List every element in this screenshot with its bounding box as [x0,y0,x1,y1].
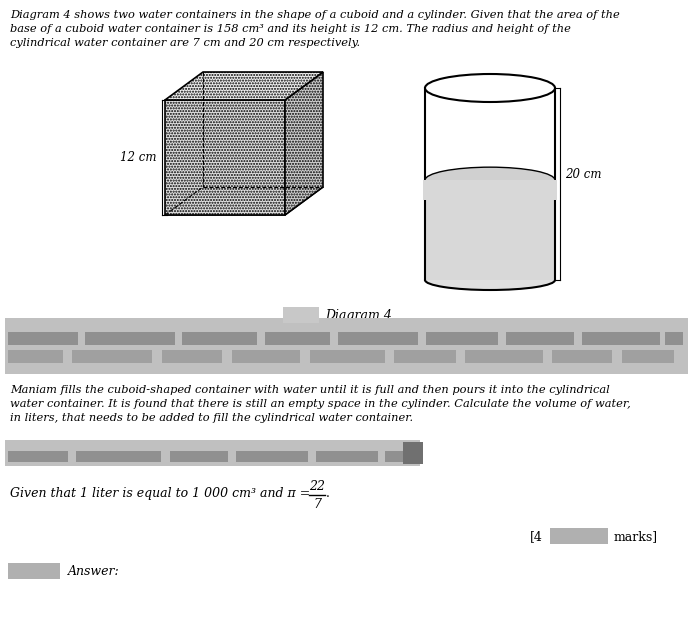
Text: 20 cm: 20 cm [565,167,601,181]
Text: Diagram 4 shows two water containers in the shape of a cuboid and a cylinder. Gi: Diagram 4 shows two water containers in … [10,10,620,20]
Bar [310,350,385,363]
Text: in liters, that needs to be added to fill the cylindrical water container.: in liters, that needs to be added to fil… [10,413,413,423]
Bar [426,332,498,345]
Text: Given that 1 liter is equal to 1 000 cm³ and π =: Given that 1 liter is equal to 1 000 cm³… [10,487,314,500]
Bar [8,451,68,462]
Bar [550,528,608,544]
Ellipse shape [425,167,555,193]
Bar [8,350,63,363]
Bar [582,332,660,345]
Bar [5,440,420,466]
Polygon shape [165,187,323,215]
Text: 7: 7 [313,497,321,510]
Text: 12 cm: 12 cm [120,151,157,164]
Bar [283,307,319,323]
Bar [72,350,152,363]
Bar [76,451,161,462]
Bar [8,332,78,345]
Polygon shape [425,180,555,280]
Bar [385,451,407,462]
Text: Diagram 4: Diagram 4 [325,309,392,322]
Bar [622,350,674,363]
Bar [162,350,222,363]
Bar [85,332,175,345]
Text: Maniam fills the cuboid-shaped container with water until it is full and then po: Maniam fills the cuboid-shaped container… [10,385,610,395]
Text: base of a cuboid water container is 158 cm³ and its height is 12 cm. The radius : base of a cuboid water container is 158 … [10,24,571,34]
Text: [4: [4 [530,530,543,543]
Polygon shape [285,72,323,215]
Polygon shape [165,100,285,215]
Text: marks]: marks] [614,530,658,543]
Bar [665,332,683,345]
Bar [465,350,543,363]
Bar [236,451,308,462]
Polygon shape [165,72,323,100]
Text: .: . [326,487,330,500]
Bar [182,332,257,345]
Bar [5,318,688,374]
Ellipse shape [425,74,555,102]
Text: cylindrical water container are 7 cm and 20 cm respectively.: cylindrical water container are 7 cm and… [10,38,360,48]
Bar [506,332,574,345]
Text: 22: 22 [309,480,325,492]
Text: Answer:: Answer: [68,565,120,578]
Bar [8,563,60,579]
Bar [170,451,228,462]
Bar [232,350,300,363]
Bar [394,350,456,363]
Polygon shape [423,180,557,200]
Bar [338,332,418,345]
Bar [403,442,423,464]
Bar [265,332,330,345]
Ellipse shape [425,270,555,290]
Text: water container. It is found that there is still an empty space in the cylinder.: water container. It is found that there … [10,399,631,409]
Bar [316,451,378,462]
Bar [552,350,612,363]
